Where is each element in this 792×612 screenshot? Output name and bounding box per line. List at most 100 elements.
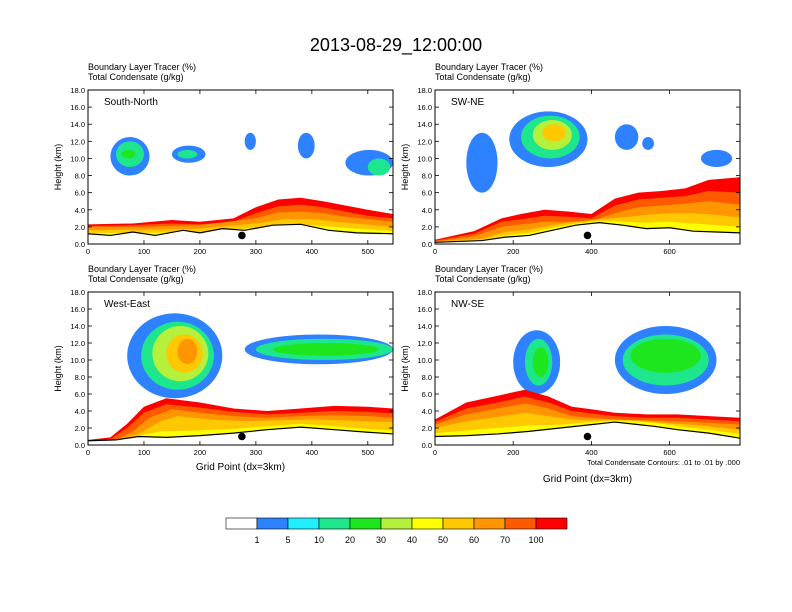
variable-label-tracer: Boundary Layer Tracer (%) [435,62,543,72]
x-tick-label: 100 [138,247,151,256]
location-marker [238,231,246,240]
variable-label-tracer: Boundary Layer Tracer (%) [88,264,196,274]
cloud-blob-5 [177,338,198,365]
x-tick-label: 0 [86,448,90,457]
cloud-blob-5 [177,149,198,159]
y-tick-label: 6.0 [75,189,85,198]
cloud-blob-3 [121,149,136,159]
colorbar-label: 20 [345,535,355,545]
plot-frame [434,291,741,446]
colorbar-swatch-11 [535,517,568,530]
variable-label-tracer: Boundary Layer Tracer (%) [435,264,543,274]
panel-1: Boundary Layer Tracer (%)Total Condensat… [53,62,394,256]
panel-4: Boundary Layer Tracer (%)Total Condensat… [400,264,741,485]
colorbar-swatch-9 [473,517,506,530]
y-tick-label: 18.0 [70,288,85,297]
y-tick-label: 14.0 [417,322,432,331]
y-tick-label: 4.0 [75,407,85,416]
cloud-blob-3 [532,347,549,377]
y-tick-label: 16.0 [417,305,432,314]
y-tick-label: 16.0 [70,103,85,112]
colorbar-swatch-6 [380,517,413,530]
colorbar-label: 1 [254,535,259,545]
y-tick-label: 14.0 [70,322,85,331]
colorbar-swatch-3 [287,517,320,530]
y-tick-label: 2.0 [75,424,85,433]
variable-label-condensate: Total Condensate (g/kg) [88,72,184,82]
tracer-field [435,111,740,244]
y-axis-label: Height (km) [53,144,63,191]
colorbar-label: 70 [500,535,510,545]
colorbar-swatch-8 [442,517,475,530]
terrain-line [88,223,393,237]
y-tick-label: 10.0 [417,154,432,163]
y-tick-label: 16.0 [417,103,432,112]
cloud-blob-6 [244,132,256,150]
x-tick-label: 600 [663,247,676,256]
x-tick-label: 400 [585,448,598,457]
y-tick-label: 10.0 [70,356,85,365]
variable-label-condensate: Total Condensate (g/kg) [435,72,531,82]
plot-frame [434,89,741,245]
colorbar-label: 10 [314,535,324,545]
cloud-blob-7 [297,132,315,159]
x-tick-label: 0 [433,247,437,256]
x-tick-label: 200 [507,247,520,256]
x-tick-label: 400 [306,448,319,457]
figure-title: 2013-08-29_12:00:00 [310,35,482,56]
x-tick-label: 600 [663,448,676,457]
y-tick-label: 12.0 [70,339,85,348]
cloud-blob-7 [642,137,654,150]
y-tick-label: 0.0 [75,441,85,450]
cloud-blob-4 [542,124,566,142]
y-tick-label: 14.0 [417,120,432,129]
x-tick-label: 300 [250,448,263,457]
x-tick-label: 400 [306,247,319,256]
y-tick-label: 8.0 [422,373,432,382]
y-tick-label: 8.0 [75,373,85,382]
cloud-blob-6 [630,338,701,373]
y-tick-label: 12.0 [70,137,85,146]
y-axis-label: Height (km) [400,144,410,191]
y-tick-label: 2.0 [75,223,85,232]
colorbar-label: 40 [407,535,417,545]
y-tick-label: 18.0 [70,86,85,95]
x-tick-label: 300 [250,247,263,256]
variable-label-tracer: Boundary Layer Tracer (%) [88,62,196,72]
colorbar-label: 60 [469,535,479,545]
colorbar-label: 100 [528,535,543,545]
panels-group: Boundary Layer Tracer (%)Total Condensat… [53,62,741,485]
plot-frame [87,291,394,446]
terrain-line [435,421,740,439]
y-tick-label: 4.0 [422,407,432,416]
y-tick-label: 10.0 [70,154,85,163]
cloud-blob-5 [466,132,498,193]
x-axis-label: Grid Point (dx=3km) [196,462,285,473]
y-tick-label: 10.0 [417,356,432,365]
x-tick-label: 500 [362,247,375,256]
location-marker [583,231,592,240]
y-tick-label: 0.0 [422,240,432,249]
y-tick-label: 2.0 [422,223,432,232]
colorbar-label: 30 [376,535,386,545]
x-tick-label: 0 [86,247,90,256]
panel-label: South-North [104,97,158,108]
x-tick-label: 200 [194,448,207,457]
panel-label: NW-SE [451,299,484,310]
y-tick-label: 18.0 [417,288,432,297]
y-tick-label: 12.0 [417,339,432,348]
y-tick-label: 8.0 [422,172,432,181]
panel-label: West-East [104,299,150,310]
y-tick-label: 4.0 [422,206,432,215]
x-tick-label: 200 [194,247,207,256]
cloud-blob-9 [367,158,391,176]
x-tick-label: 0 [433,448,437,457]
x-axis-label: Grid Point (dx=3km) [543,474,632,485]
panel-3: Boundary Layer Tracer (%)Total Condensat… [53,264,394,473]
variable-label-condensate: Total Condensate (g/kg) [435,274,531,284]
x-tick-label: 500 [362,448,375,457]
y-tick-label: 8.0 [75,172,85,181]
y-tick-label: 6.0 [422,390,432,399]
panel-label: SW-NE [451,97,484,108]
